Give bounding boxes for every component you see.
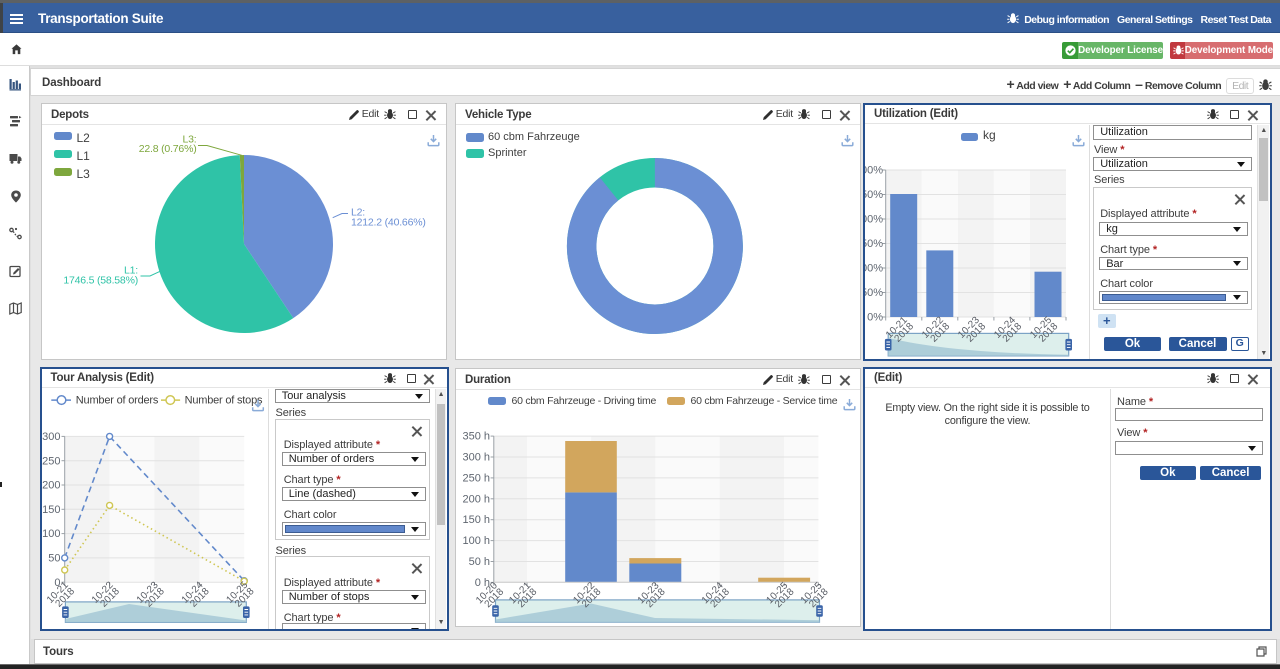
svg-text:250 h: 250 h — [462, 472, 490, 484]
svg-text:200%: 200% — [865, 214, 883, 226]
svg-text:100%: 100% — [865, 263, 883, 275]
svg-text:300: 300 — [42, 431, 60, 443]
svg-text:0 h: 0 h — [475, 577, 490, 589]
svg-text:0: 0 — [54, 576, 60, 588]
svg-text:Number of orders: Number of orders — [75, 394, 158, 406]
svg-text:1212.2 (40.66%): 1212.2 (40.66%) — [351, 217, 426, 229]
svg-text:L2:: L2: — [351, 207, 365, 219]
svg-text:50%: 50% — [865, 287, 883, 299]
svg-text:150 h: 150 h — [462, 514, 490, 526]
svg-text:50: 50 — [48, 552, 60, 564]
svg-text:L1:: L1: — [124, 265, 138, 277]
svg-text:150%: 150% — [865, 238, 883, 250]
svg-text:150: 150 — [42, 503, 60, 515]
svg-text:250%: 250% — [865, 189, 883, 201]
svg-text:200 h: 200 h — [462, 493, 490, 505]
svg-text:22.8 (0.76%): 22.8 (0.76%) — [139, 143, 197, 155]
svg-text:100 h: 100 h — [462, 535, 490, 547]
svg-text:50 h: 50 h — [469, 556, 490, 568]
svg-text:200: 200 — [42, 479, 60, 491]
svg-text:300 h: 300 h — [462, 452, 490, 464]
svg-text:350 h: 350 h — [462, 431, 490, 443]
svg-text:300%: 300% — [865, 165, 883, 177]
svg-text:250: 250 — [42, 455, 60, 467]
svg-text:0%: 0% — [867, 312, 883, 324]
svg-text:Number of stops: Number of stops — [184, 394, 262, 406]
svg-text:1746.5 (58.58%): 1746.5 (58.58%) — [63, 275, 138, 287]
svg-text:L3:: L3: — [183, 134, 197, 146]
svg-text:100: 100 — [42, 528, 60, 540]
